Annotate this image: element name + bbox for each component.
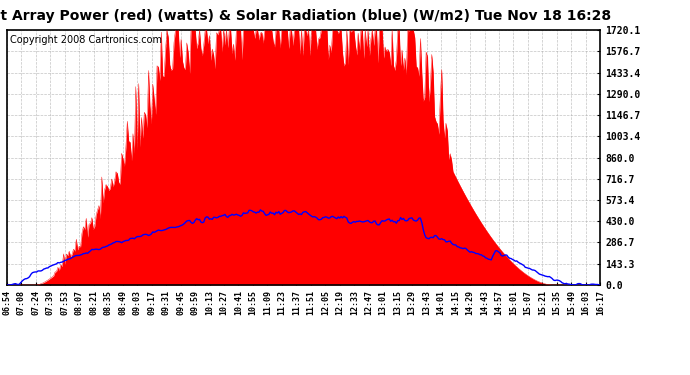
- Text: West Array Power (red) (watts) & Solar Radiation (blue) (W/m2) Tue Nov 18 16:28: West Array Power (red) (watts) & Solar R…: [0, 9, 611, 23]
- Text: Copyright 2008 Cartronics.com: Copyright 2008 Cartronics.com: [10, 35, 162, 45]
